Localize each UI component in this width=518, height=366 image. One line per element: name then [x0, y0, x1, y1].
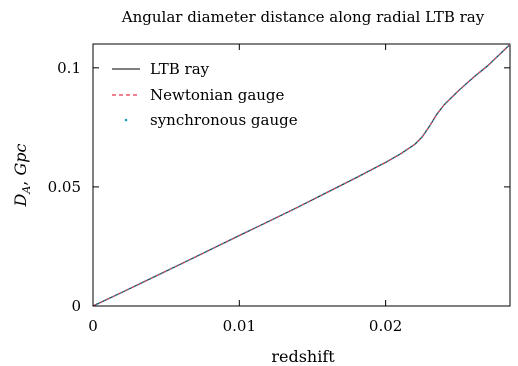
- plot-area: [92, 43, 511, 307]
- x-tick-label: 0: [88, 317, 98, 335]
- series-line-ltb-ray: [92, 44, 511, 307]
- x-axis-label: redshift: [271, 347, 335, 366]
- x-tick-label: 0.02: [369, 317, 402, 335]
- x-tick-label: 0.01: [223, 317, 256, 335]
- y-tick-label: 0: [71, 297, 81, 315]
- legend-swatch-synchronous-gauge: [124, 118, 128, 122]
- legend-label-newtonian-gauge: Newtonian gauge: [150, 86, 285, 104]
- legend: LTB ray Newtonian gauge synchronous gaug…: [112, 60, 298, 129]
- y-axis-label: DA, Gpc: [11, 143, 33, 207]
- y-tick-label: 0.05: [48, 178, 81, 196]
- legend-label-synchronous-gauge: synchronous gauge: [150, 111, 298, 129]
- legend-label-ltb-ray: LTB ray: [150, 60, 210, 78]
- ticks-layer: 0 0.01 0.02 0 0.05 0.1: [48, 44, 510, 335]
- series-line-newtonian-gauge: [92, 44, 511, 307]
- plot-frame: [92, 43, 511, 307]
- chart-title: Angular diameter distance along radial L…: [121, 8, 485, 26]
- y-tick-label: 0.1: [57, 59, 81, 77]
- series-layer: [92, 44, 511, 307]
- series-line-synchronous-gauge: [92, 44, 511, 307]
